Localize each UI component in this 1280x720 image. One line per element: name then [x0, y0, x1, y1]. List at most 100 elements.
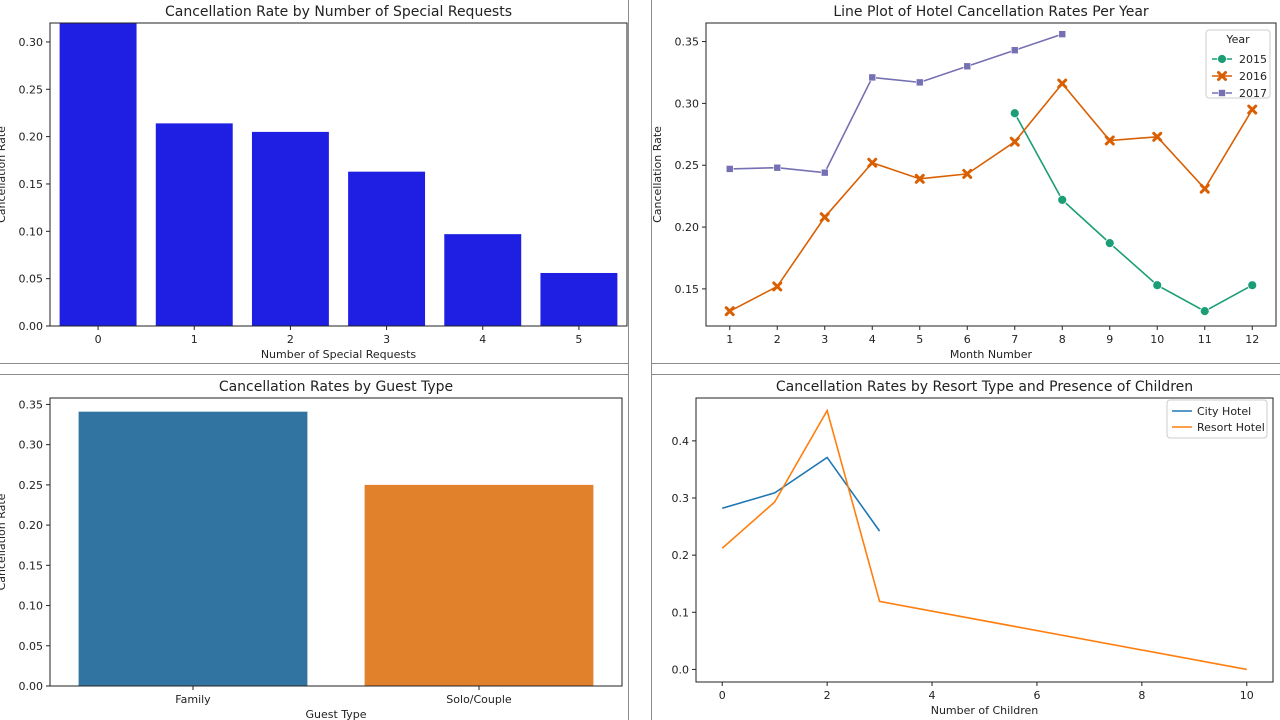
point-2015-month-7	[1009, 108, 1020, 119]
point-2015-month-8	[1057, 194, 1068, 205]
special-requests-y-tick-label: 0.10	[19, 225, 44, 238]
children-y-tick-label: 0.0	[672, 663, 690, 676]
special-requests-x-axis-label: Number of Special Requests	[261, 348, 417, 361]
point-2015-month-11	[1199, 306, 1210, 317]
yearly-x-tick-label: 11	[1198, 333, 1212, 346]
bar-special-requests-2	[251, 131, 329, 326]
guest-type-y-tick-label: 0.05	[19, 640, 44, 653]
line-series-2016	[729, 82, 1253, 312]
point-2016-month-3	[819, 212, 830, 223]
guest-type-y-axis-label: Cancellation Rate	[0, 493, 8, 590]
point-2016-month-8	[1057, 78, 1068, 89]
yearly-y-tick-label: 0.35	[675, 36, 700, 49]
children-title: Cancellation Rates by Resort Type and Pr…	[776, 379, 1193, 395]
yearly-y-tick-label: 0.15	[675, 283, 700, 296]
guest-type-x-tick-label: Family	[175, 693, 211, 706]
yearly-x-tick-label: 8	[1059, 333, 1066, 346]
yearly-x-tick-label: 12	[1245, 333, 1259, 346]
guest-type-y-tick-label: 0.25	[19, 479, 44, 492]
children-x-axis-label: Number of Children	[931, 704, 1039, 717]
panel-divider-vertical-right	[651, 0, 652, 720]
children-y-axis-label: Cancellation Rate	[651, 491, 654, 588]
point-2016-month-1	[724, 306, 735, 317]
chart-panel-children: 0 2 4 6 8 10 0.0 0.1 0.2 0.3 0.4 City Hotel Resort H…	[651, 374, 1280, 720]
yearly-x-tick-label: 5	[916, 333, 923, 346]
yearly-axes-frame	[705, 22, 1277, 327]
special-requests-x-tick-label: 2	[287, 333, 294, 346]
yearly-legend-marker-2015	[1217, 54, 1227, 64]
children-y-tick-label: 0.4	[672, 435, 690, 448]
special-requests-y-tick-label: 0.00	[19, 320, 44, 333]
chart-panel-special-requests: 0 1 2 3 4 5 0.00 0.05 0.10 0.15 0.20 0.25 0.30 Cancel…	[0, 0, 628, 363]
guest-type-y-tick-label: 0.35	[19, 398, 44, 411]
point-2016-month-7	[1009, 136, 1020, 147]
children-x-tick-label: 6	[1033, 689, 1040, 702]
line-series-2017	[729, 33, 1063, 174]
point-2016-month-10	[1152, 131, 1163, 142]
guest-type-y-tick-label: 0.10	[19, 600, 44, 613]
children-y-tick-label: 0.1	[672, 606, 690, 619]
yearly-x-tick-label: 3	[821, 333, 828, 346]
yearly-y-tick-label: 0.30	[675, 97, 700, 110]
point-2016-month-4	[867, 157, 878, 168]
line-series-city-hotel	[722, 456, 881, 532]
special-requests-y-axis-label: Cancellation Rate	[0, 126, 8, 223]
special-requests-axes-frame	[49, 22, 628, 327]
special-requests-x-tick-label: 5	[575, 333, 582, 346]
yearly-x-tick-label: 2	[774, 333, 781, 346]
special-requests-y-tick-label: 0.30	[19, 36, 44, 49]
special-requests-x-tick-label: 0	[95, 333, 102, 346]
guest-type-y-tick-label: 0.15	[19, 559, 44, 572]
children-legend-label-resort-hotel: Resort Hotel	[1197, 421, 1265, 434]
yearly-x-tick-label: 1	[726, 333, 733, 346]
yearly-y-axis-label: Cancellation Rate	[651, 126, 664, 223]
bar-guest-type-solo-couple	[364, 484, 594, 686]
point-2017-month-6	[963, 62, 972, 71]
bar-special-requests-3	[348, 171, 426, 326]
yearly-y-tick-label: 0.25	[675, 159, 700, 172]
panel-divider-horizontal-left	[0, 363, 628, 364]
yearly-x-axis-label: Month Number	[950, 348, 1033, 361]
point-2017-month-5	[915, 78, 924, 87]
yearly-legend-box	[1205, 29, 1271, 99]
bar-special-requests-1	[155, 123, 233, 327]
chart-panel-yearly-rates: 1 2 3 4 5 6 7 8 9 10 11 12 0.15 0.20 0.25 0.30 0.35 Year 2…	[651, 0, 1280, 363]
special-requests-y-tick-label: 0.20	[19, 131, 44, 144]
guest-type-y-tick-label: 0.00	[19, 680, 44, 693]
children-legend-label-city-hotel: City Hotel	[1197, 405, 1251, 418]
guest-type-y-tick-label: 0.30	[19, 439, 44, 452]
point-2015-month-10	[1152, 280, 1163, 291]
bar-guest-type-family	[78, 411, 308, 686]
point-2017-month-7	[1010, 46, 1019, 55]
panel-divider-horizontal-right	[651, 363, 1280, 364]
point-2016-month-12	[1247, 104, 1258, 115]
yearly-x-tick-label: 9	[1106, 333, 1113, 346]
yearly-x-tick-label: 10	[1150, 333, 1164, 346]
point-2016-month-6	[962, 168, 973, 179]
guest-type-bar-chart: Family Solo/Couple 0.00 0.05 0.10 0.15 0.20 0.2…	[0, 379, 623, 720]
yearly-x-tick-label: 4	[869, 333, 876, 346]
children-x-tick-label: 10	[1240, 689, 1254, 702]
guest-type-axes-frame	[49, 397, 623, 687]
guest-type-y-tick-label: 0.20	[19, 519, 44, 532]
yearly-x-tick-label: 6	[964, 333, 971, 346]
point-2016-month-9	[1104, 135, 1115, 146]
point-2015-month-12	[1247, 280, 1258, 291]
children-axes-frame	[695, 397, 1274, 683]
special-requests-x-tick-label: 4	[479, 333, 486, 346]
point-2016-month-2	[772, 281, 783, 292]
yearly-legend-label-2016: 2016	[1239, 70, 1267, 83]
children-line-chart: 0 2 4 6 8 10 0.0 0.1 0.2 0.3 0.4 City Hotel Resort H…	[651, 379, 1274, 717]
bar-special-requests-5	[540, 272, 618, 326]
point-2016-month-11	[1199, 183, 1210, 194]
bar-special-requests-4	[444, 234, 522, 326]
special-requests-y-tick-label: 0.05	[19, 273, 44, 286]
point-2017-month-2	[773, 163, 782, 172]
yearly-legend-marker-2016	[1217, 71, 1227, 81]
special-requests-y-tick-label: 0.15	[19, 178, 44, 191]
children-x-tick-label: 2	[824, 689, 831, 702]
children-x-tick-label: 0	[719, 689, 726, 702]
line-series-2015	[1014, 112, 1253, 313]
guest-type-x-tick-label: Solo/Couple	[446, 693, 512, 706]
panel-divider-horizontal-left-2	[0, 374, 628, 375]
